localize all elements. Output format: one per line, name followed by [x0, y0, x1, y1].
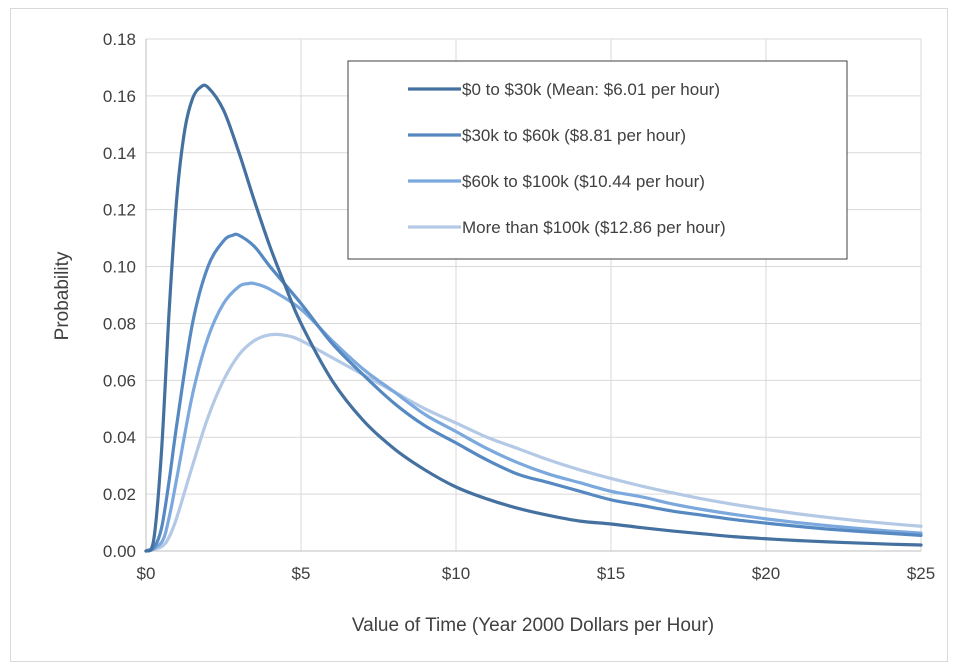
x-tick-labels: $0 $5 $10 $15 $20 $25: [137, 564, 936, 583]
series-line-1: [144, 83, 923, 553]
legend: $0 to $30k (Mean: $6.01 per hour) $30k to…: [347, 60, 848, 260]
y-tick-label: 0.12: [103, 201, 136, 220]
y-tick-label: 0.08: [103, 314, 136, 333]
legend-label: More than $100k ($12.86 per hour): [462, 218, 726, 237]
legend-label: $60k to $100k ($10.44 per hour): [462, 172, 705, 191]
legend-label: $0 to $30k (Mean: $6.01 per hour): [462, 80, 720, 99]
x-axis-title: Value of Time (Year 2000 Dollars per Hou…: [352, 615, 714, 636]
y-tick-label: 0.10: [103, 258, 136, 277]
series-line-2: [144, 232, 923, 553]
y-tick-label: 0.00: [103, 542, 136, 561]
axes: [145, 39, 921, 552]
x-tick-label: $15: [597, 564, 625, 583]
y-tick-label: 0.14: [103, 144, 136, 163]
y-tick-label: 0.06: [103, 371, 136, 390]
x-tick-label: $20: [752, 564, 780, 583]
y-tick-label: 0.16: [103, 87, 136, 106]
x-tick-label: $10: [442, 564, 470, 583]
y-tick-label: 0.18: [103, 30, 136, 49]
y-tick-label: 0.02: [103, 485, 136, 504]
legend-label: $30k to $60k ($8.81 per hour): [462, 126, 686, 145]
x-tick-label: $25: [907, 564, 935, 583]
y-axis-title: Probability: [52, 251, 73, 340]
x-tick-label: $5: [292, 564, 311, 583]
y-tick-labels: 0.00 0.02 0.04 0.06 0.08 0.10 0.12 0.14 0.16 0.18: [103, 30, 136, 561]
x-tick-label: $0: [137, 564, 156, 583]
series-line-3: [144, 281, 923, 553]
series-line-4: [144, 332, 923, 553]
y-tick-label: 0.04: [103, 428, 136, 447]
series-lines: [144, 83, 923, 553]
